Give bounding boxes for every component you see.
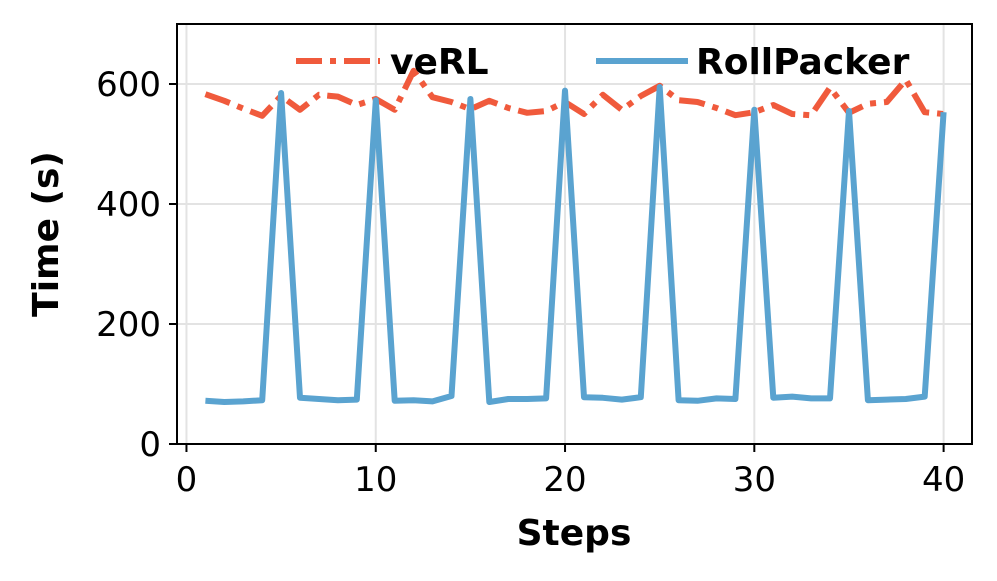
x-tick-label: 10 bbox=[354, 460, 397, 500]
y-tick-label: 0 bbox=[139, 425, 161, 465]
plot-frame bbox=[176, 23, 973, 445]
x-tick-label: 30 bbox=[733, 460, 776, 500]
legend-label-verl: veRL bbox=[390, 42, 489, 83]
legend-label-rollpacker: RollPacker bbox=[696, 42, 910, 83]
x-tick-label: 40 bbox=[922, 460, 965, 500]
series-line-rollpacker bbox=[205, 84, 947, 405]
y-tick-label: 400 bbox=[96, 185, 161, 225]
x-tick-label: 20 bbox=[543, 460, 586, 500]
y-tick-label: 200 bbox=[96, 305, 161, 345]
x-axis-title: Steps bbox=[517, 513, 632, 554]
x-tick-label: 0 bbox=[176, 460, 198, 500]
series-layer bbox=[204, 67, 947, 405]
series-line-verl bbox=[204, 67, 944, 119]
legend: veRL RollPacker bbox=[296, 42, 910, 83]
y-axis-title: Time (s) bbox=[26, 151, 67, 317]
y-tick-label: 600 bbox=[96, 65, 161, 105]
